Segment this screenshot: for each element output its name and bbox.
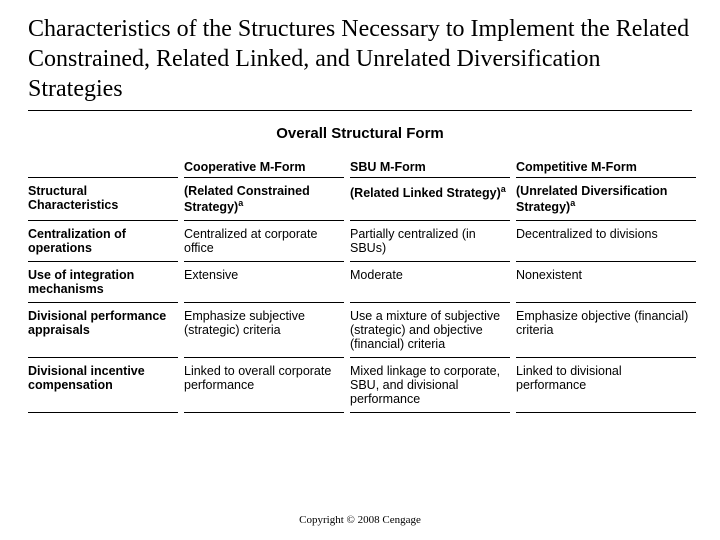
- cell-r1-c1: Centralized at corporate office: [184, 221, 344, 262]
- col-header-cooperative: Cooperative M-Form: [184, 156, 344, 178]
- slide-title: Characteristics of the Structures Necess…: [28, 14, 692, 111]
- cell-r2-c2: Moderate: [350, 262, 510, 303]
- cell-r3-c3: Emphasize objective (financial) criteria: [516, 303, 696, 358]
- cell-r3-c1: Emphasize subjective (strategic) criteri…: [184, 303, 344, 358]
- cell-text: (Related Constrained Strategy): [184, 184, 310, 214]
- cell-r4-c3: Linked to divisional performance: [516, 358, 696, 413]
- col-header-sbu: SBU M-Form: [350, 156, 510, 178]
- cell-r1-c3: Decentralized to divisions: [516, 221, 696, 262]
- superscript: a: [501, 184, 506, 194]
- row-label-compensation: Divisional incentive compensation: [28, 358, 178, 413]
- cell-r0-c1: (Related Constrained Strategy)a: [184, 178, 344, 221]
- cell-text: (Unrelated Diversification Strategy): [516, 184, 667, 214]
- cell-r4-c2: Mixed linkage to corporate, SBU, and div…: [350, 358, 510, 413]
- structural-form-table: Cooperative M-Form SBU M-Form Competitiv…: [28, 156, 692, 413]
- cell-text: (Related Linked Strategy): [350, 186, 501, 200]
- cell-r1-c2: Partially centralized (in SBUs): [350, 221, 510, 262]
- row-label-centralization: Centralization of operations: [28, 221, 178, 262]
- table-caption: Overall Structural Form: [28, 125, 692, 142]
- row-label-integration: Use of integration mechanisms: [28, 262, 178, 303]
- cell-r2-c1: Extensive: [184, 262, 344, 303]
- copyright-footer: Copyright © 2008 Cengage: [0, 514, 720, 526]
- col-header-competitive: Competitive M-Form: [516, 156, 696, 178]
- superscript: a: [238, 198, 243, 208]
- cell-r4-c1: Linked to overall corporate performance: [184, 358, 344, 413]
- col-header-blank: [28, 156, 178, 178]
- row-label-appraisals: Divisional performance appraisals: [28, 303, 178, 358]
- cell-r3-c2: Use a mixture of subjective (strategic) …: [350, 303, 510, 358]
- row-label-structural: Structural Characteristics: [28, 178, 178, 221]
- superscript: a: [570, 198, 575, 208]
- cell-r0-c2: (Related Linked Strategy)a: [350, 178, 510, 221]
- cell-r0-c3: (Unrelated Diversification Strategy)a: [516, 178, 696, 221]
- cell-r2-c3: Nonexistent: [516, 262, 696, 303]
